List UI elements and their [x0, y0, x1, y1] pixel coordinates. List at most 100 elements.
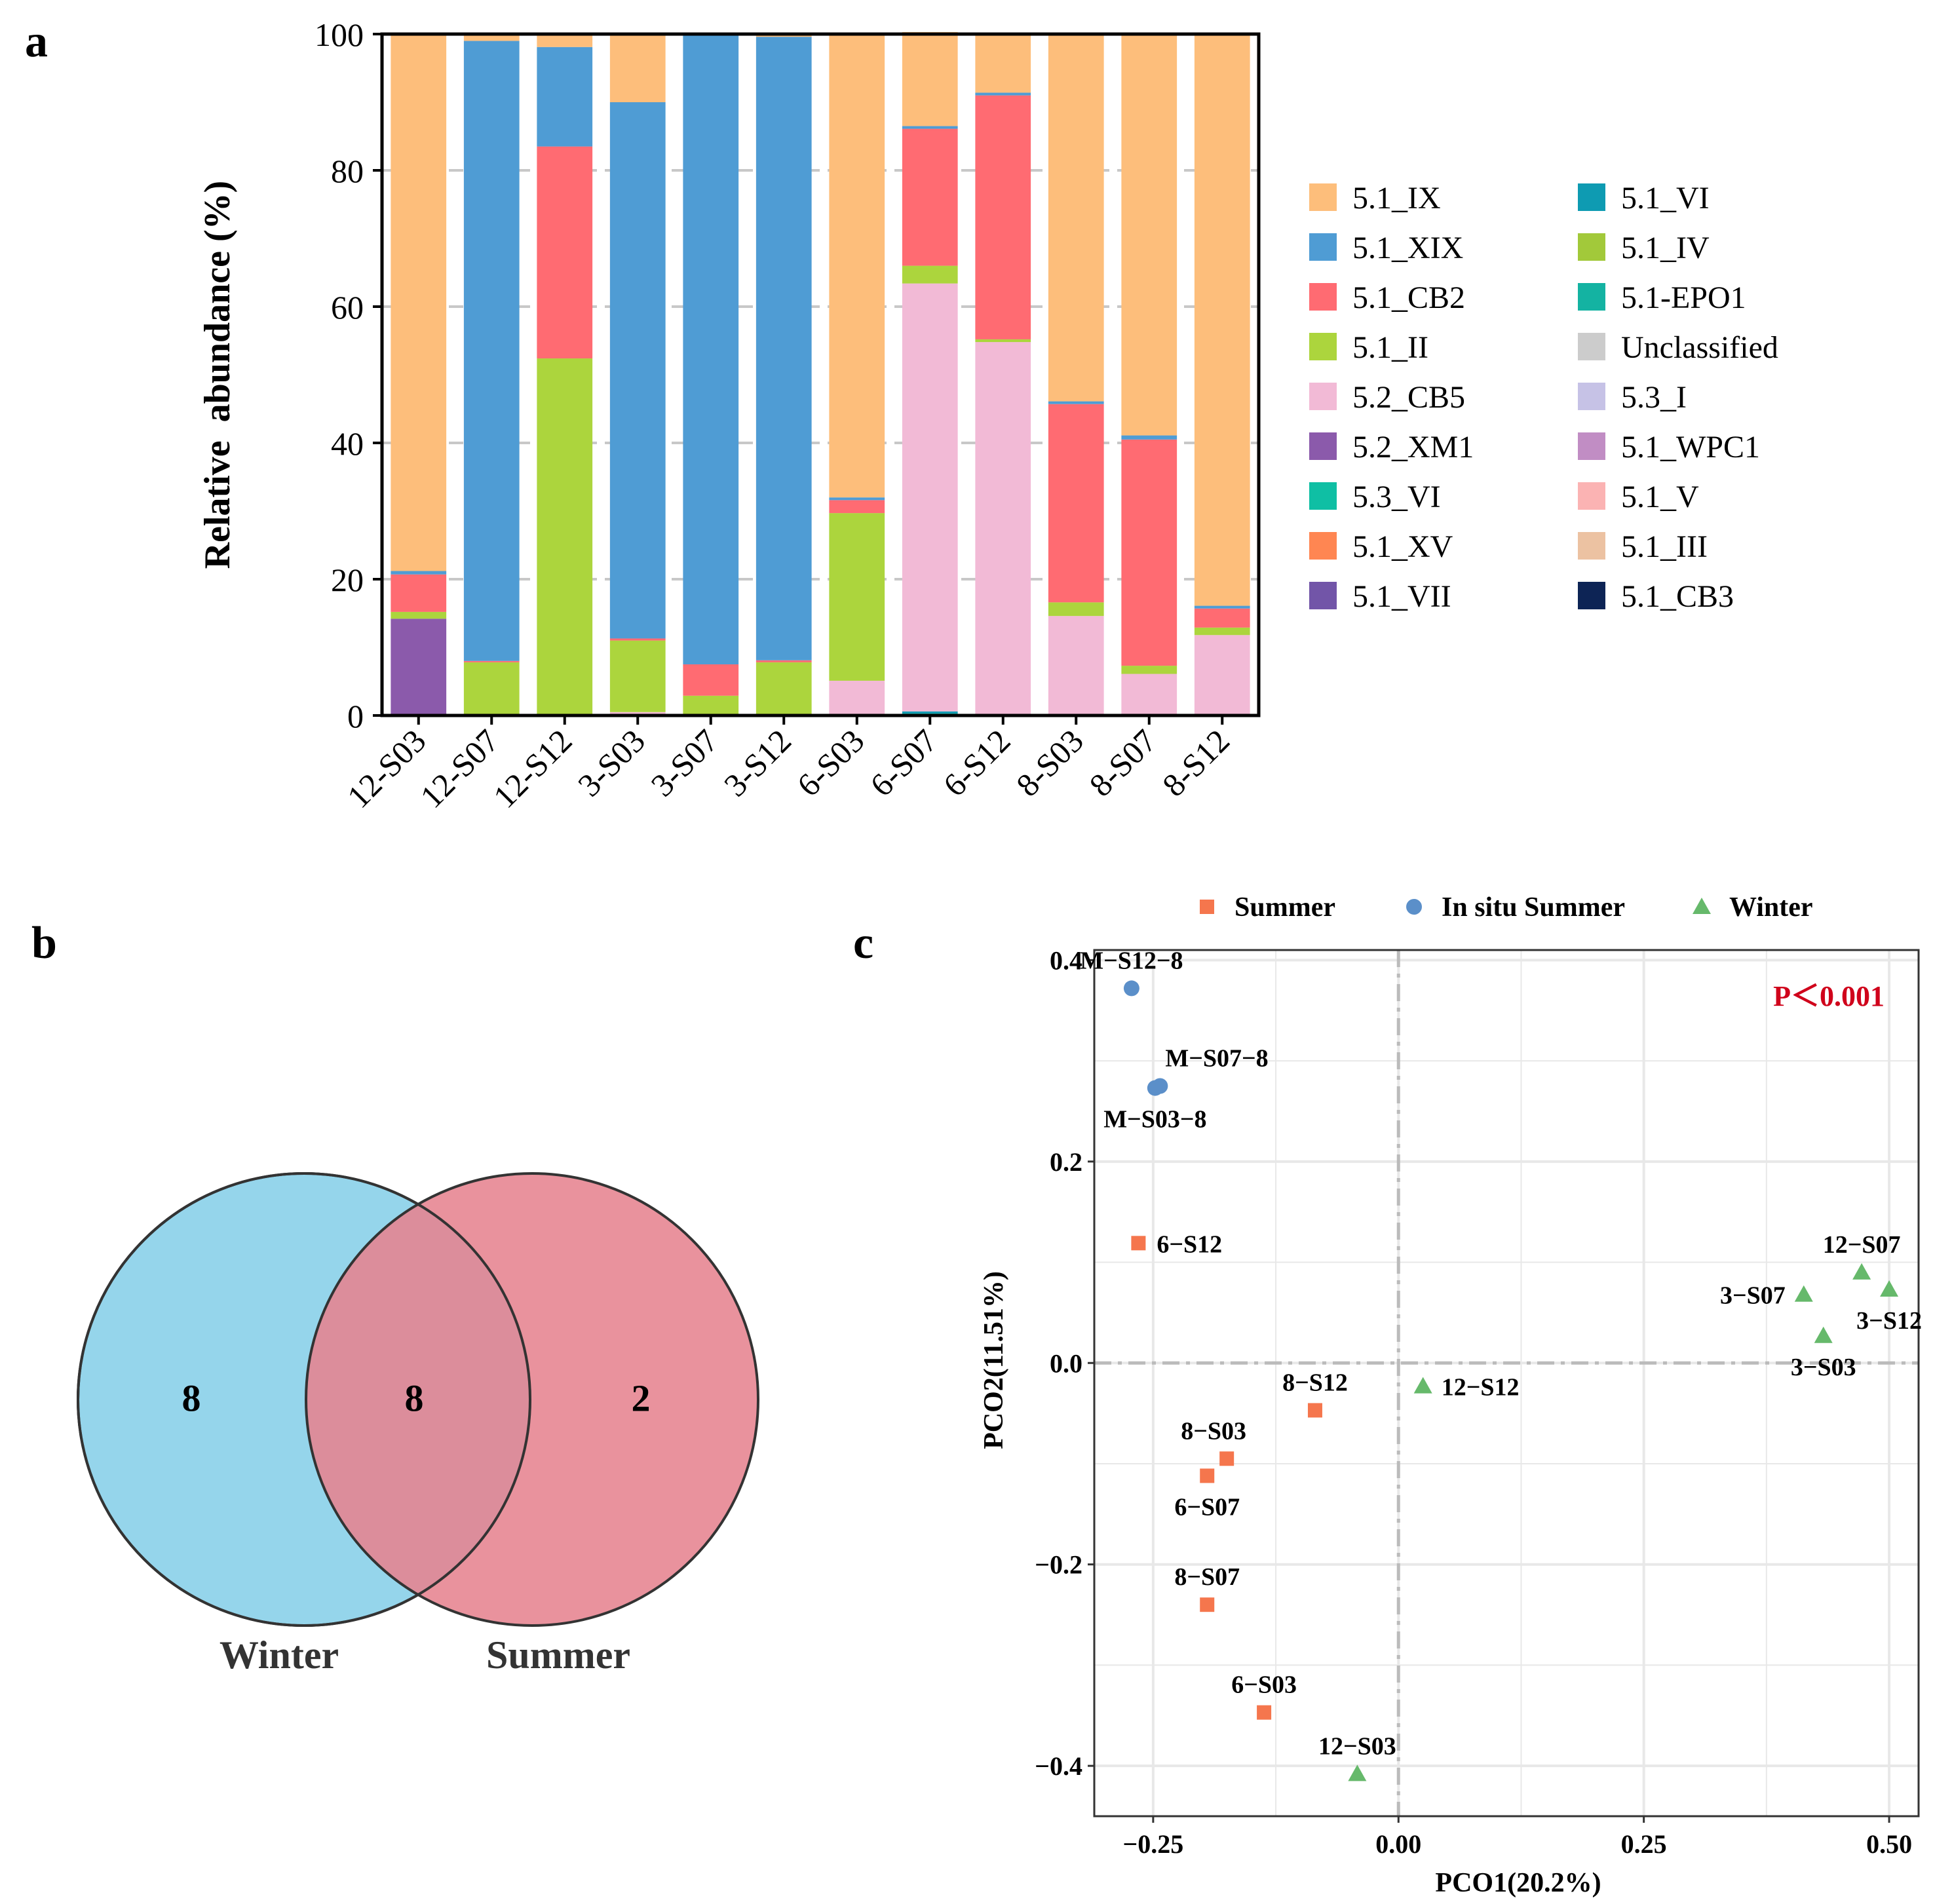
bar-stack-8-s12 — [1194, 34, 1250, 715]
legend-swatch — [1309, 383, 1337, 410]
legend-label: 5.1-EPO1 — [1621, 280, 1746, 315]
point-6-s07: 6−S07 — [1174, 1468, 1240, 1521]
bar-segment-8-s07-5-2-cb5 — [1121, 674, 1177, 715]
legend-item-5-3-i: 5.3_I — [1578, 380, 1687, 415]
legend-item-5-1-wpc1: 5.1_WPC1 — [1578, 430, 1760, 465]
scatter-y-axis-title: PCO2(11.51%) — [979, 1271, 1009, 1449]
bar-chart-y-axis-title: Relative abundance (%) — [197, 181, 238, 569]
bar-segment-3-s07-5-1-cb2 — [683, 664, 739, 696]
bar-chart-frame — [380, 32, 1261, 717]
legend-item-5-1-epo1: 5.1-EPO1 — [1578, 280, 1746, 315]
bar-segment-8-s12-5-1-ii — [1194, 627, 1250, 636]
point-label: 8−S07 — [1174, 1563, 1240, 1591]
x-tick-label: 0.00 — [1375, 1829, 1421, 1859]
bar-segment-8-s03-5-2-cb5 — [1048, 616, 1104, 715]
point-m-s12-8: M−S12−8 — [1080, 947, 1183, 997]
legend-item-5-1-iii: 5.1_III — [1578, 529, 1708, 564]
legend-swatch — [1309, 582, 1337, 609]
legend-swatch — [1578, 532, 1605, 560]
bar-segment-3-s07-5-1-xix — [683, 35, 739, 665]
legend-label: 5.3_VI — [1352, 480, 1441, 514]
bar-stack-6-s03 — [829, 34, 885, 715]
point-label: M−S12−8 — [1080, 947, 1183, 974]
bar-segment-6-s03-5-1-ix — [829, 34, 885, 498]
point-12-s12: 12−S12 — [1413, 1374, 1520, 1401]
bar-segment-6-s12-5-1-cb2 — [975, 95, 1031, 339]
legend-item-5-2-cb5: 5.2_CB5 — [1309, 380, 1465, 415]
panel-label-b: b — [31, 918, 57, 968]
point-marker — [1852, 1263, 1871, 1280]
point-8-s07: 8−S07 — [1174, 1563, 1240, 1612]
bar-segment-12-s07-5-1-ii — [463, 662, 520, 715]
legend-item-5-2-xm1: 5.2_XM1 — [1309, 430, 1474, 465]
venn-label-summer: Summer — [486, 1633, 630, 1677]
bar-chart-legend: 5.1_IX 5.1_XIX 5.1_CB2 5.1_II 5.2_CB5 5.2_XM1… — [1309, 181, 1778, 614]
legend-item-5-1-xix: 5.1_XIX — [1309, 231, 1463, 265]
bar-stack-3-s07 — [683, 34, 739, 715]
legend-label: In situ Summer — [1442, 892, 1625, 923]
bar-stack-8-s07 — [1121, 34, 1177, 715]
legend-label: Unclassified — [1621, 330, 1778, 365]
legend-swatch — [1309, 432, 1337, 460]
bar-segment-6-s12-5-1-xix — [975, 92, 1031, 96]
point-marker — [1814, 1326, 1833, 1343]
scatter-x-axis-title: PCO1(20.2%) — [1435, 1868, 1601, 1898]
legend-swatch — [1309, 532, 1337, 560]
bar-segment-3-s03-5-1-ii — [609, 640, 666, 712]
bar-segment-12-s03-5-2-xm1 — [391, 619, 447, 715]
bar-segment-3-s07-5-1-ii — [683, 695, 739, 715]
bar-segment-6-s12-5-2-cb5 — [975, 342, 1031, 715]
point-label: 12−S12 — [1442, 1374, 1520, 1401]
bar-segment-3-s03-5-1-cb2 — [609, 638, 666, 641]
point-marker — [1257, 1705, 1272, 1720]
point-3-s12: 3−S12 — [1856, 1280, 1922, 1335]
significance-annotation: P＜0.001 — [1773, 980, 1885, 1012]
bar-segment-12-s07-5-1-xix — [463, 41, 520, 661]
point-marker — [1200, 1468, 1215, 1483]
legend-item-5-1-vii: 5.1_VII — [1309, 579, 1451, 614]
legend-item-unclassified: Unclassified — [1578, 330, 1778, 365]
x-tick-label: 0.50 — [1866, 1829, 1912, 1859]
legend-swatch — [1578, 233, 1605, 261]
legend-label: Winter — [1729, 892, 1813, 923]
bar-segment-6-s03-5-1-ii — [829, 513, 885, 681]
point-label: 3−S07 — [1720, 1282, 1786, 1310]
venn-set-summer — [305, 1172, 759, 1627]
bar-segment-6-s03-5-1-xix — [829, 497, 885, 501]
legend-label: 5.1_IX — [1352, 181, 1441, 216]
legend-item-5-1-xv: 5.1_XV — [1309, 529, 1453, 564]
legend-item-5-1-iv: 5.1_IV — [1578, 231, 1710, 265]
point-marker — [1348, 1764, 1367, 1781]
bar-segment-6-s07-5-1-xix — [902, 126, 958, 129]
legend-label: 5.2_XM1 — [1352, 430, 1474, 465]
scatter-legend: Summer In situ Summer Winter — [1200, 892, 1813, 923]
legend-swatch — [1309, 183, 1337, 211]
point-3-s03: 3−S03 — [1791, 1326, 1856, 1381]
point-m-s03-8: M−S03−8 — [1103, 1080, 1207, 1133]
legend-label: 5.1_CB2 — [1352, 280, 1465, 315]
bar-stack-6-s12 — [975, 34, 1031, 715]
legend-swatch — [1578, 283, 1605, 311]
panel-label-a: a — [25, 16, 48, 67]
bar-segment-8-s07-5-1-cb2 — [1121, 439, 1177, 666]
bar-segment-12-s12-5-1-xix — [537, 47, 593, 147]
scatter-frame — [1093, 949, 1920, 1818]
point-8-s12: 8−S12 — [1282, 1369, 1348, 1418]
bar-segment-3-s12-5-1-ii — [756, 662, 812, 715]
legend-item-5-1-v: 5.1_V — [1578, 480, 1699, 514]
point-3-s07: 3−S07 — [1720, 1282, 1813, 1310]
legend-label: 5.3_I — [1621, 380, 1687, 415]
y-tick-label: 20 — [331, 562, 364, 598]
bar-segment-8-s07-5-1-ix — [1121, 34, 1177, 436]
point-marker — [1131, 1236, 1146, 1251]
legend-swatch — [1578, 432, 1605, 460]
x-tick-label: 0.25 — [1621, 1829, 1667, 1859]
bar-stack-6-s07 — [902, 31, 958, 715]
bar-segment-8-s12-5-1-xix — [1194, 605, 1250, 609]
bar-segment-12-s03-5-1-ii — [391, 611, 447, 619]
point-marker — [1200, 1597, 1215, 1612]
legend-label: 5.1_IV — [1621, 231, 1710, 265]
bar-segment-3-s03-5-2-cb5 — [609, 712, 666, 715]
legend-item-5-1-cb3: 5.1_CB3 — [1578, 579, 1734, 614]
